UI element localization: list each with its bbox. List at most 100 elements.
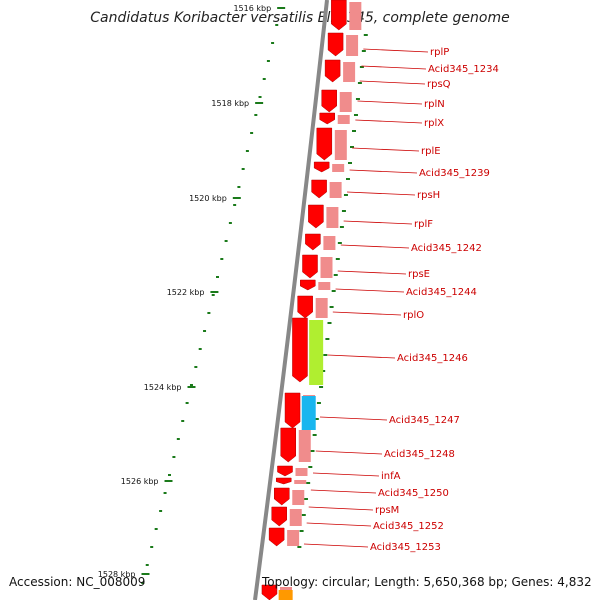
gene-arrow bbox=[280, 427, 296, 463]
leader-line bbox=[340, 244, 410, 249]
gene-label: Acid345_1252 bbox=[373, 521, 444, 532]
gene-label: rplX bbox=[424, 118, 444, 129]
gene-label-layer: rplP Acid345_1234 rpsQ rplN rplX rplE Acid345_… bbox=[303, 47, 499, 553]
gene-track-segment bbox=[298, 430, 311, 462]
gene-label: Acid345_1239 bbox=[419, 168, 490, 179]
gene-arrow bbox=[261, 584, 278, 600]
gene-label: Acid345_1234 bbox=[428, 64, 499, 75]
leader-line bbox=[349, 169, 418, 174]
gene-arrow bbox=[311, 179, 327, 199]
gene-track-segment bbox=[323, 236, 336, 250]
gene-arrow bbox=[302, 254, 318, 279]
gene-label: Acid345_1248 bbox=[384, 449, 455, 460]
gene-arrow bbox=[284, 392, 301, 429]
leader-line bbox=[343, 220, 413, 225]
gene-track-segment bbox=[320, 257, 333, 278]
gene-label: rplE bbox=[421, 146, 441, 157]
gene-label: rplF bbox=[414, 219, 433, 230]
gene-arrow bbox=[313, 161, 330, 173]
kbp-label: 1524 kbp bbox=[144, 383, 182, 392]
kbp-tick-layer: 1516 kbp 1518 kbp 1520 kbp 1522 kbp 1524 kbp… bbox=[98, 4, 368, 584]
gene-label: rpsH bbox=[417, 190, 440, 201]
gene-arrow bbox=[327, 32, 344, 57]
gene-label: Acid345_1247 bbox=[389, 415, 460, 426]
gene-arrow bbox=[319, 112, 335, 125]
gene-segment-orange bbox=[278, 590, 293, 600]
gene-track-segment bbox=[332, 164, 345, 172]
gene-label: Acid345_1253 bbox=[370, 542, 441, 553]
gene-arrow bbox=[297, 295, 313, 319]
backbone-line bbox=[253, 0, 329, 600]
accession-text: Accession: NC_008009 bbox=[9, 575, 146, 589]
gene-arrow bbox=[300, 279, 316, 291]
gene-label: Acid345_1250 bbox=[378, 488, 449, 499]
leader-line bbox=[332, 311, 402, 316]
leader-line bbox=[347, 191, 416, 196]
gene-arrow bbox=[331, 0, 347, 31]
gene-track-segment bbox=[318, 282, 331, 290]
gene-segment-blue bbox=[301, 396, 316, 430]
kbp-label: 1526 kbp bbox=[121, 477, 159, 486]
gene-label: rplO bbox=[403, 310, 424, 321]
leader-line bbox=[352, 147, 420, 152]
gene-label: Acid345_1244 bbox=[406, 287, 477, 298]
leader-line bbox=[310, 489, 377, 494]
leader-line bbox=[337, 270, 407, 275]
gene-arrow bbox=[268, 527, 285, 547]
map-title: Candidatus Koribacter versatilis Ellin34… bbox=[90, 10, 510, 26]
leader-line bbox=[312, 472, 380, 477]
gene-track-segment bbox=[294, 480, 307, 484]
gene-arrow bbox=[271, 506, 287, 527]
gene-track-segment bbox=[337, 115, 350, 124]
gene-label: Acid345_1246 bbox=[397, 353, 468, 364]
gene-arrow bbox=[324, 59, 341, 83]
gene-track-segment bbox=[329, 182, 342, 198]
gene-label: Acid345_1242 bbox=[411, 243, 482, 254]
gene-arrow bbox=[316, 127, 333, 161]
gene-track-segment bbox=[287, 530, 300, 546]
kbp-label: 1522 kbp bbox=[167, 288, 205, 297]
kbp-label: 1516 kbp bbox=[233, 4, 271, 13]
gene-track-segment bbox=[334, 130, 347, 160]
gene-label: rpsM bbox=[375, 505, 399, 516]
gene-track-segment bbox=[315, 298, 328, 318]
gene-label: rplP bbox=[430, 47, 449, 58]
gene-arrow bbox=[321, 89, 337, 113]
leader-line bbox=[327, 354, 396, 359]
gene-track-segment bbox=[349, 2, 362, 30]
leader-line bbox=[363, 48, 429, 53]
leader-line bbox=[308, 506, 374, 511]
gene-segment-green bbox=[309, 320, 324, 385]
gene-track-segment bbox=[289, 509, 302, 526]
kbp-label: 1518 kbp bbox=[211, 99, 249, 108]
gene-arrow bbox=[308, 204, 324, 229]
gene-label: infA bbox=[381, 471, 401, 482]
leader-line bbox=[319, 416, 388, 421]
leader-line bbox=[355, 119, 423, 124]
gene-label: rpsE bbox=[408, 269, 430, 280]
kbp-label: 1520 kbp bbox=[189, 194, 227, 203]
leader-line bbox=[303, 543, 369, 548]
backbone-axis bbox=[253, 0, 329, 600]
gene-arrow bbox=[305, 233, 321, 251]
gene-arrow bbox=[292, 317, 308, 383]
gene-track-layer bbox=[261, 0, 362, 600]
gene-track-segment bbox=[339, 92, 352, 112]
gene-arrow bbox=[277, 465, 293, 477]
gene-track-segment bbox=[346, 35, 359, 56]
gene-track-segment bbox=[326, 207, 339, 228]
kbp-label: 1528 kbp bbox=[98, 570, 136, 579]
gene-track-segment bbox=[343, 62, 356, 82]
leader-line bbox=[315, 450, 383, 455]
gene-label: rpsQ bbox=[427, 79, 451, 90]
gene-track-segment bbox=[292, 490, 305, 505]
leader-line bbox=[335, 288, 405, 293]
gene-track-segment bbox=[295, 468, 308, 476]
gene-arrow bbox=[274, 487, 290, 506]
leader-line bbox=[357, 100, 423, 105]
leader-line bbox=[306, 522, 372, 527]
leader-line bbox=[359, 80, 426, 85]
leader-line bbox=[361, 65, 427, 70]
gene-label: rplN bbox=[424, 99, 445, 110]
